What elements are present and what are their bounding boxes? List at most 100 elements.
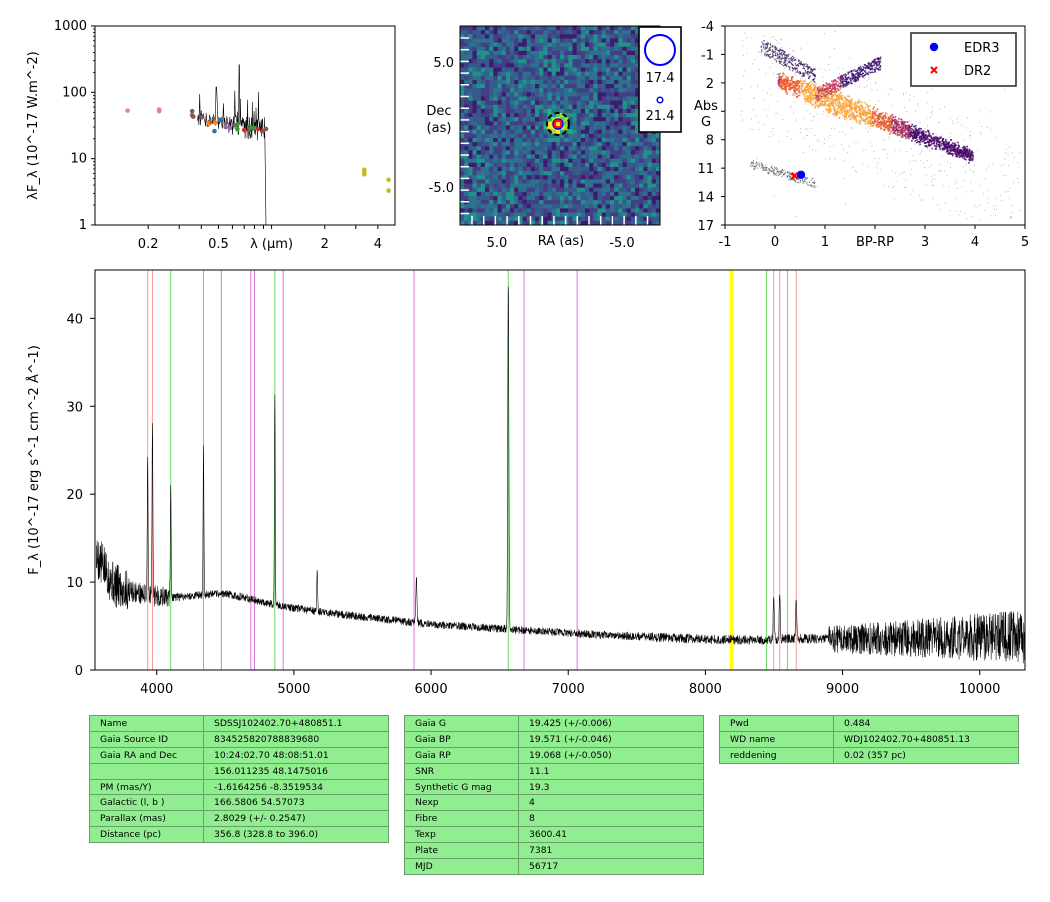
image-pixel <box>514 34 519 39</box>
image-pixel <box>551 55 557 60</box>
hrd-star <box>841 102 844 105</box>
hrd-star <box>838 111 841 114</box>
image-pixel <box>547 67 553 73</box>
image-pixel <box>543 216 548 222</box>
hrd-star <box>929 135 932 137</box>
image-pixel <box>626 46 632 52</box>
hrd-star <box>740 98 742 100</box>
hrd-star <box>956 188 958 189</box>
hrd-star <box>858 110 861 112</box>
image-pixel <box>489 171 494 176</box>
hrd-star <box>913 96 915 98</box>
image-pixel <box>489 67 494 73</box>
image-pixel <box>610 71 615 77</box>
hrd-star <box>870 63 872 65</box>
hrd-star <box>781 39 783 41</box>
image-pixel <box>522 46 528 52</box>
image-pixel <box>572 88 578 93</box>
image-pixel <box>518 137 523 143</box>
hrd-star <box>880 123 883 125</box>
image-pixel <box>622 88 628 93</box>
hrd-star <box>935 140 938 143</box>
hrd-star <box>876 58 878 60</box>
image-pixel <box>580 113 586 118</box>
image-pixel <box>539 96 544 102</box>
hrd-star <box>928 133 931 135</box>
hrd-star <box>943 142 945 144</box>
image-pixel <box>568 108 573 114</box>
image-pixel <box>593 133 598 139</box>
hrd-star <box>807 89 810 92</box>
image-pixel <box>522 50 528 56</box>
hrd-star <box>908 131 910 134</box>
hrd-star <box>838 101 841 103</box>
hrd-star <box>839 72 840 74</box>
hrd-star <box>948 141 951 144</box>
hrd-star <box>866 80 868 82</box>
image-pixel <box>551 100 557 106</box>
image-pixel <box>576 129 582 135</box>
hrd-star <box>780 79 783 82</box>
image-pixel <box>597 67 603 73</box>
hrd-star <box>789 88 791 90</box>
image-pixel <box>480 179 486 184</box>
image-pixel <box>639 142 644 147</box>
image-pixel <box>639 158 644 164</box>
image-pixel <box>510 183 515 189</box>
image-pixel <box>560 84 565 89</box>
hrd-star <box>803 94 806 96</box>
image-pixel <box>460 208 465 213</box>
image-pixel <box>530 187 536 193</box>
image-pixel <box>635 96 640 102</box>
image-pixel <box>585 146 590 151</box>
image-pixel <box>643 162 648 168</box>
image-pixel <box>501 183 507 189</box>
image-pixel <box>585 79 590 85</box>
hrd-star <box>841 84 843 87</box>
image-pixel <box>526 216 532 222</box>
image-pixel <box>535 154 540 160</box>
hrd-star <box>884 117 887 119</box>
hrd-star <box>832 91 834 93</box>
hrd-star <box>823 90 825 93</box>
image-pixel <box>618 79 623 85</box>
image-pixel <box>635 50 640 56</box>
hrd-star <box>968 149 971 151</box>
image-pixel <box>568 88 573 93</box>
hrd-star <box>839 131 841 133</box>
image-pixel <box>626 113 632 118</box>
hrd-star <box>862 107 864 109</box>
image-pixel <box>630 208 636 213</box>
image-pixel <box>510 92 515 97</box>
image-pixel <box>530 113 536 118</box>
hrd-star <box>825 110 827 112</box>
hrd-star <box>972 171 974 173</box>
image-pixel <box>510 220 515 225</box>
image-pixel <box>555 212 561 218</box>
hrd-star <box>838 96 841 98</box>
hrd-star <box>845 98 848 101</box>
hrd-star <box>833 108 836 111</box>
hrd-star <box>742 120 744 122</box>
image-pixel <box>655 150 660 155</box>
image-pixel <box>539 166 544 172</box>
image-pixel <box>535 150 540 155</box>
image-pixel <box>493 100 498 106</box>
image-pixel <box>539 187 544 193</box>
hrd-star <box>865 118 868 120</box>
image-pixel <box>610 63 615 68</box>
hrd-star <box>806 86 809 89</box>
image-pixel <box>635 187 640 193</box>
hrd-star <box>783 73 785 76</box>
image-pixel <box>518 38 523 43</box>
image-pixel <box>618 179 623 184</box>
image-pixel <box>547 59 553 64</box>
image-pixel <box>605 183 611 189</box>
image-pixel <box>526 204 532 209</box>
image-pixel <box>485 34 490 39</box>
image-pixel <box>505 117 511 122</box>
hrd-star <box>875 113 877 116</box>
image-pixel <box>468 208 473 213</box>
hrd-star <box>903 171 905 173</box>
image-pixel <box>460 30 465 35</box>
